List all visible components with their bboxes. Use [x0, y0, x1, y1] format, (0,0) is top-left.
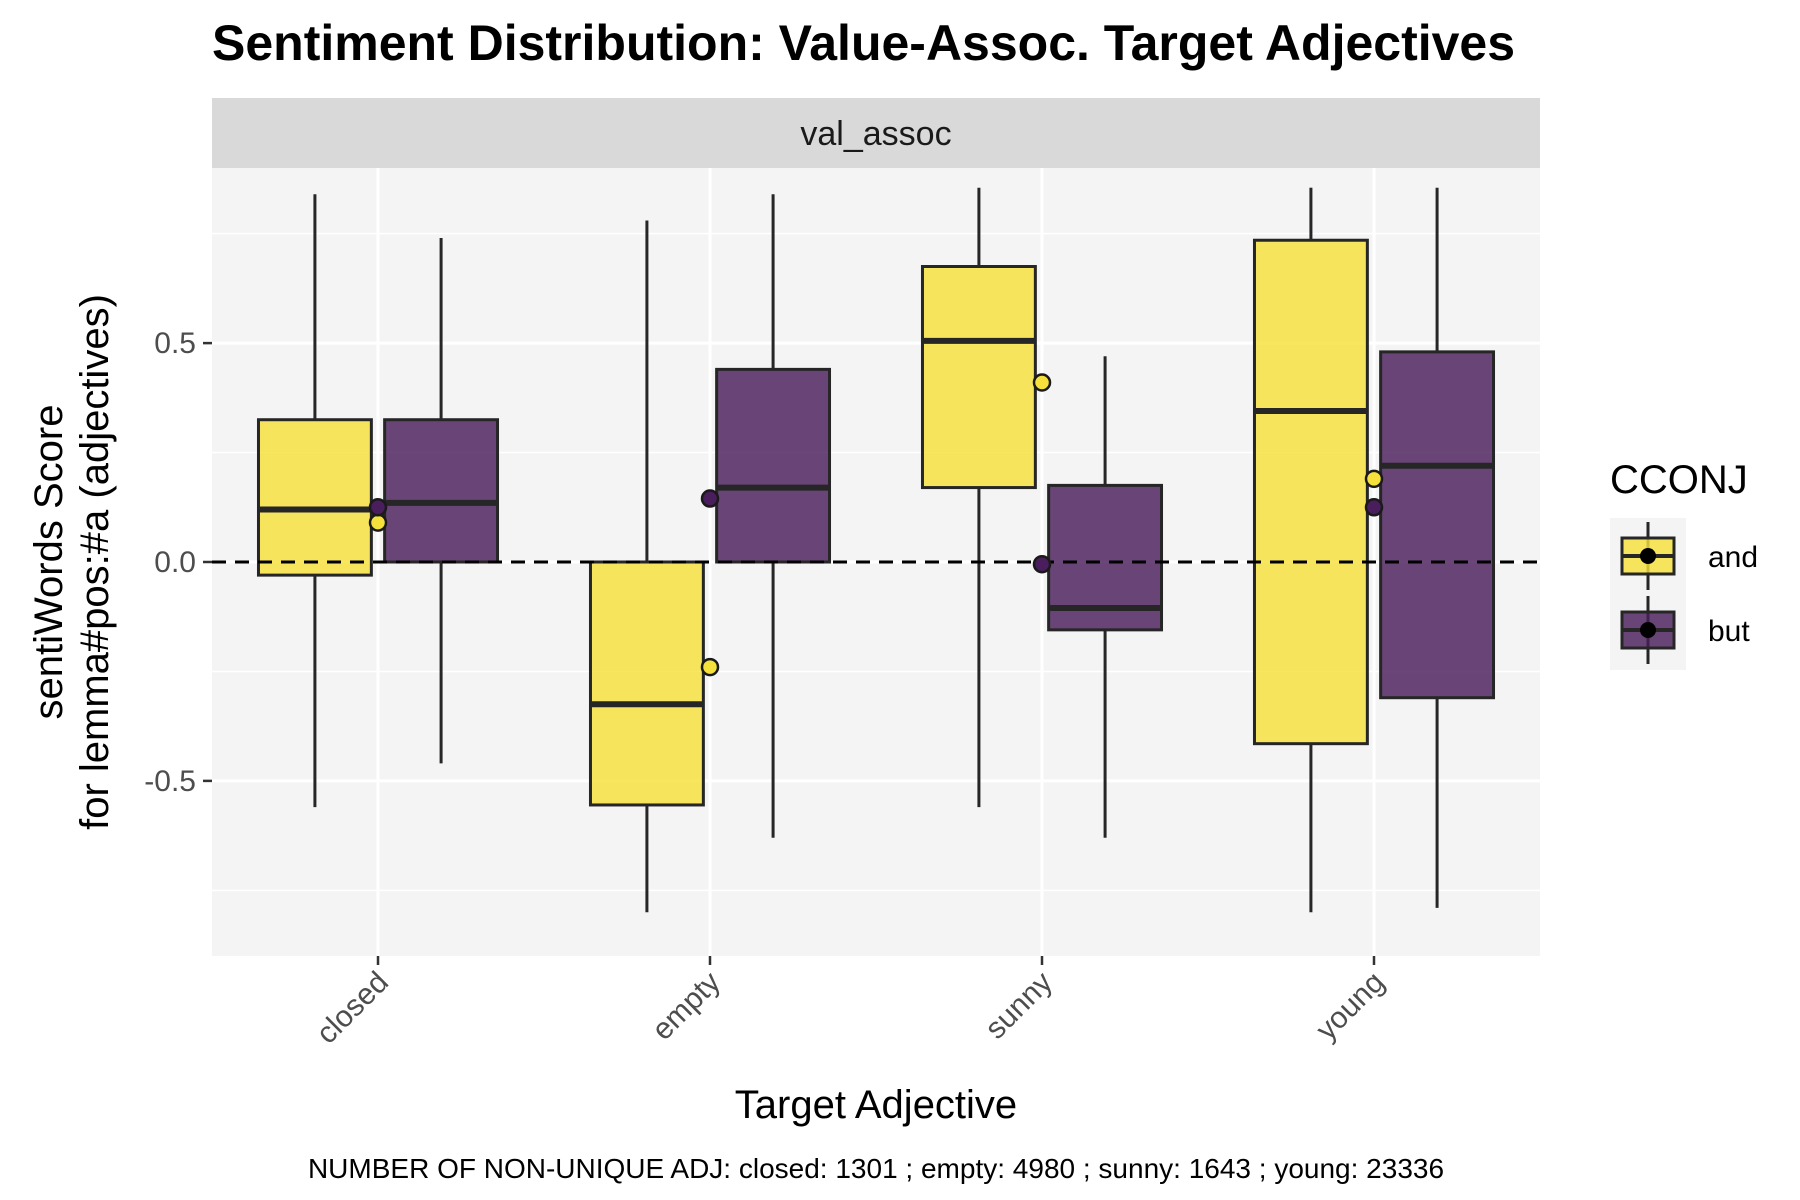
- mean-point-and-young: [1364, 469, 1384, 489]
- box-but-closed: [383, 238, 500, 764]
- box-iqr: [1379, 350, 1496, 700]
- y-tick-label: 0.5: [154, 327, 196, 360]
- box-and-sunny: [920, 187, 1037, 808]
- x-axis-ticks: closed empty sunny young: [310, 956, 1391, 1050]
- y-axis-title-line1: sentiWords Score: [27, 405, 71, 720]
- legend-label: and: [1708, 541, 1758, 574]
- box-iqr: [588, 560, 705, 807]
- legend: CCONJ and but: [1610, 458, 1758, 670]
- mean-point-but-empty: [700, 489, 720, 508]
- box-iqr: [383, 418, 500, 564]
- x-tick-label: sunny: [979, 966, 1059, 1046]
- box-iqr: [256, 418, 373, 577]
- box-and-young: [1252, 187, 1369, 913]
- x-tick-label: closed: [310, 966, 395, 1051]
- box-iqr: [1252, 238, 1369, 746]
- mean-point-but-closed: [368, 498, 388, 517]
- box-but-empty: [715, 194, 832, 838]
- mean-point-and-closed: [368, 513, 388, 532]
- boxplots: [212, 187, 1540, 913]
- y-axis-title-line2: for lemma#pos:#a (adjectives): [73, 294, 117, 830]
- legend-point: [1640, 622, 1656, 638]
- box-and-empty: [588, 220, 705, 913]
- chart-title: Sentiment Distribution: Value-Assoc. Tar…: [212, 15, 1515, 71]
- x-tick-label: young: [1310, 966, 1391, 1047]
- y-axis-ticks: -0.5 0.0 0.5: [144, 327, 212, 798]
- y-tick-label: 0.0: [154, 546, 196, 579]
- legend-item-and: and: [1620, 522, 1758, 590]
- legend-title: CCONJ: [1610, 458, 1748, 502]
- mean-point-but-young: [1364, 498, 1384, 517]
- mean-point-but-sunny: [1032, 554, 1052, 574]
- x-tick-label: empty: [646, 966, 727, 1047]
- mean-point-and-empty: [700, 657, 720, 677]
- x-axis-title: Target Adjective: [735, 1083, 1017, 1127]
- chart-caption: NUMBER OF NON-UNIQUE ADJ: closed: 1301 ;…: [308, 1153, 1444, 1184]
- facet-label: val_assoc: [800, 115, 951, 153]
- box-and-closed: [256, 194, 373, 808]
- box-iqr: [715, 367, 832, 564]
- box-but-young: [1379, 187, 1496, 908]
- box-but-sunny: [1047, 356, 1164, 838]
- facet-strip: [212, 98, 1540, 168]
- y-tick-label: -0.5: [144, 765, 196, 798]
- legend-item-but: but: [1620, 596, 1750, 664]
- legend-label: but: [1708, 615, 1750, 648]
- mean-point-and-sunny: [1032, 373, 1052, 392]
- box-iqr: [920, 265, 1037, 490]
- legend-point: [1640, 548, 1656, 564]
